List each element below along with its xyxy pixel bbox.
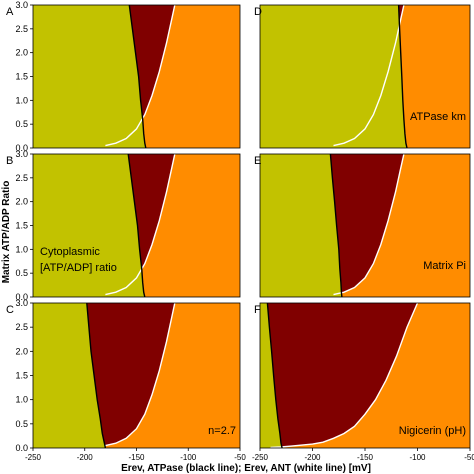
y-tick-label: 0.5 (15, 419, 28, 429)
x-tick-label: -250 (252, 453, 269, 462)
ant-line (105, 5, 176, 147)
chart-panel: -250 -200 -150 -100 -50 F Nigicerin (pH) (252, 302, 474, 462)
x-tick-label: -200 (304, 453, 321, 462)
region-left (260, 5, 407, 148)
y-tick-label: 1.5 (15, 371, 28, 381)
x-tick-label: -50 (234, 453, 246, 462)
x-axis-label: Erev, ATPase (black line); Erev, ANT (wh… (121, 463, 371, 474)
chart-panel: 0.0 0.5 1.0 1.5 2.0 2.5 3.0A (6, 0, 241, 153)
y-tick-label: 2.5 (15, 173, 28, 183)
atpase-line (329, 154, 343, 297)
panel-annotation: ATPase km (410, 111, 466, 123)
panel-annotation: Cytoplasmic [ATP/ADP] ratio (40, 246, 117, 274)
atpase-line (397, 5, 408, 148)
atpase-line (266, 303, 283, 448)
plot-frame (259, 4, 471, 149)
region-overlap (330, 154, 404, 297)
x-tick-label: -50 (464, 453, 474, 462)
y-tick-label: 0.0 (15, 143, 28, 153)
ant-line (333, 154, 405, 296)
panel-letter: C (6, 304, 14, 316)
y-tick-label: 1.0 (15, 395, 28, 405)
y-tick-label: 2.5 (15, 322, 28, 332)
chart-panel: 0.0 0.5 1.0 1.5 2.0 2.5 3.0 -250 -200 -150 -100 -50… (6, 298, 246, 462)
y-tick-label: 2.0 (15, 48, 28, 58)
plot-frame (259, 153, 471, 298)
region-left (260, 154, 342, 297)
x-tick-label: -150 (357, 453, 374, 462)
region-left (33, 154, 145, 297)
x-tick-label: -200 (77, 453, 94, 462)
panel-letter: B (6, 155, 13, 167)
y-axis-label: Matrix ATP/ADP Ratio (1, 181, 12, 284)
y-tick-label: 2.0 (15, 197, 28, 207)
ant-line (270, 303, 419, 448)
atpase-line (127, 154, 146, 297)
region-left (33, 303, 106, 448)
y-tick-label: 3.0 (15, 298, 28, 308)
chart-panel: D ATPase km (254, 4, 471, 149)
y-tick-label: 0.5 (15, 268, 28, 278)
ant-line (333, 5, 405, 147)
chart-panel: E Matrix Pi (254, 153, 471, 298)
panel-annotation: Nigicerin (pH) (399, 425, 466, 437)
panel-letter: D (254, 6, 262, 18)
region-overlap (267, 303, 418, 448)
panel-letter: E (254, 155, 261, 167)
atpase-line (86, 303, 107, 448)
y-tick-label: 0.5 (15, 119, 28, 129)
region-left (33, 5, 146, 148)
panel-letter: F (254, 304, 261, 316)
x-tick-label: -150 (128, 453, 145, 462)
y-tick-label: 3.0 (15, 149, 28, 159)
panel-letter: A (6, 6, 14, 18)
panel-annotation: Matrix Pi (423, 260, 466, 272)
y-tick-label: 0.0 (15, 292, 28, 302)
y-tick-label: 1.5 (15, 221, 28, 231)
y-tick-label: 1.0 (15, 244, 28, 254)
y-tick-label: 3.0 (15, 0, 28, 10)
x-tick-label: -250 (25, 453, 42, 462)
y-tick-label: 1.5 (15, 72, 28, 82)
region-middle (105, 303, 240, 448)
region-middle (105, 154, 240, 297)
y-tick-label: 2.5 (15, 24, 28, 34)
y-tick-label: 1.0 (15, 95, 28, 105)
y-tick-label: 2.0 (15, 346, 28, 356)
region-middle (333, 154, 470, 297)
region-middle (270, 303, 470, 448)
chart-panel: 0.0 0.5 1.0 1.5 2.0 2.5 3.0B Cytoplasmic [ATP/AD… (6, 149, 241, 302)
x-tick-label: -100 (180, 453, 197, 462)
ant-line (105, 154, 176, 296)
x-tick-label: -100 (409, 453, 426, 462)
ant-line (105, 303, 176, 447)
atpase-line (128, 5, 147, 148)
panel-annotation: n=2.7 (208, 425, 236, 437)
y-tick-label: 0.0 (15, 443, 28, 453)
region-middle (105, 5, 240, 148)
